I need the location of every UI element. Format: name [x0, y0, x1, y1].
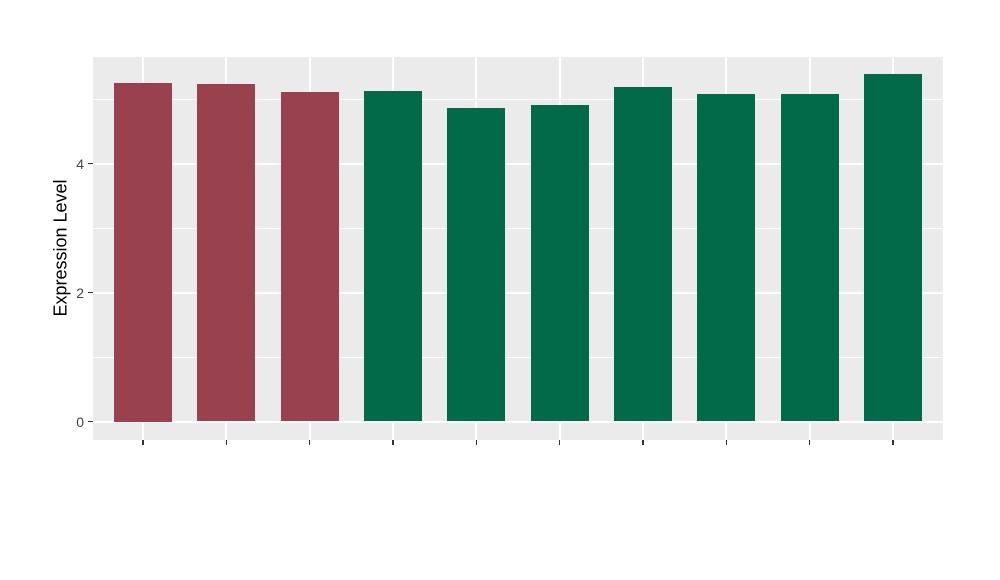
x-tick-mark — [892, 440, 894, 445]
bar-GSM173679 — [363, 91, 423, 422]
y-axis-title: Expression Level — [50, 179, 71, 317]
x-tick-mark — [308, 440, 311, 445]
y-tick-mark — [88, 291, 93, 294]
major-gridline-y — [93, 291, 943, 294]
major-gridline-y — [93, 420, 943, 423]
y-tick-label: 2 — [76, 284, 84, 301]
x-tick-mark — [642, 440, 644, 445]
x-tick-mark — [558, 440, 561, 445]
bar-GSM173690 — [280, 91, 339, 422]
bar-GSM173683 — [697, 93, 756, 422]
y-tick-mark — [88, 420, 93, 423]
y-tick-label: 0 — [76, 413, 84, 430]
x-tick-mark — [475, 440, 478, 445]
y-tick-mark — [88, 162, 93, 165]
minor-gridline-y — [93, 98, 943, 100]
bar-GSM173686 — [113, 82, 173, 422]
x-tick-mark — [142, 440, 144, 445]
bar-GSM173680 — [447, 108, 506, 422]
x-tick-mark — [808, 440, 811, 445]
bar-GSM173688 — [197, 84, 256, 422]
bar-GSM173685 — [863, 73, 923, 422]
x-tick-mark — [392, 440, 394, 445]
bar-GSM173684 — [780, 93, 839, 422]
x-tick-mark — [725, 440, 728, 445]
bar-GSM173682 — [613, 86, 673, 422]
major-gridline-y — [93, 162, 943, 165]
y-tick-label: 4 — [76, 155, 84, 172]
minor-gridline-y — [93, 356, 943, 358]
x-tick-mark — [225, 440, 228, 445]
bar-GSM173681 — [530, 104, 589, 422]
minor-gridline-y — [93, 227, 943, 229]
